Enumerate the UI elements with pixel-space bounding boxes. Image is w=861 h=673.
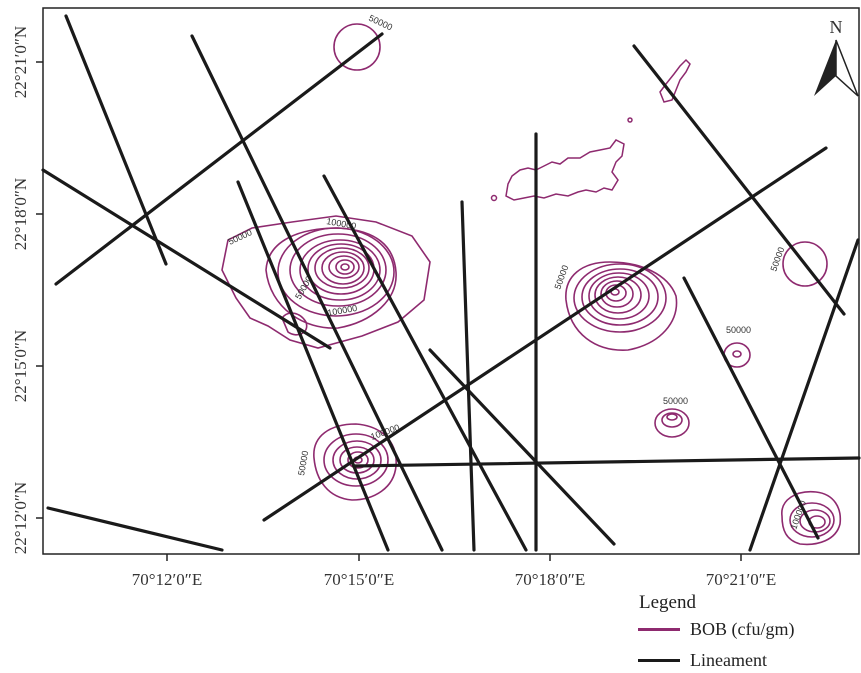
lineament <box>428 348 616 546</box>
x-tick-label: 70°12′0″E <box>132 570 202 589</box>
contour-ring <box>581 268 659 326</box>
contour-ring <box>221 215 431 349</box>
lineament <box>748 238 860 552</box>
contour-ring <box>781 491 842 546</box>
contour-ring <box>323 433 389 487</box>
x-axis <box>166 554 742 561</box>
y-axis-labels: 22°21′0″N 22°18′0″N 22°15′0″N 22°12′0″N <box>11 26 30 554</box>
contour-label: 50000 <box>296 450 310 476</box>
contour-ring <box>281 312 308 336</box>
lineament <box>682 276 820 540</box>
contour-ring <box>299 239 381 301</box>
map-frame <box>42 7 860 555</box>
contour-ring <box>289 233 387 307</box>
y-tick-label: 22°12′0″N <box>11 482 30 554</box>
lineament <box>236 180 390 552</box>
lineament <box>352 456 861 468</box>
legend-swatch-lineament <box>638 658 680 662</box>
lineament <box>46 506 224 552</box>
coastline <box>490 58 691 202</box>
north-arrow-icon <box>814 40 836 96</box>
lineament <box>460 200 476 552</box>
lineament <box>322 174 528 552</box>
lineament <box>262 146 828 522</box>
contour-ring <box>335 259 355 275</box>
legend-swatch-bob <box>638 627 680 631</box>
legend-item-lineament: Lineament <box>638 648 767 672</box>
y-tick-label: 22°21′0″N <box>11 26 30 98</box>
contour-ring <box>277 227 395 317</box>
contour-label: 50000 <box>726 325 751 335</box>
x-tick-label: 70°15′0″E <box>324 570 394 589</box>
lineament <box>41 168 332 350</box>
x-tick-label: 70°18′0″E <box>515 570 585 589</box>
contour-ring <box>321 251 365 285</box>
contour-ring <box>594 276 642 314</box>
island-outline <box>490 194 498 202</box>
contour-ring <box>588 272 650 320</box>
y-tick-label: 22°15′0″N <box>11 330 30 402</box>
contour-ring <box>782 241 828 287</box>
contour-ring <box>666 413 678 421</box>
lineaments <box>41 14 861 552</box>
island-outline <box>659 58 691 103</box>
legend-label: BOB (cfu/gm) <box>690 618 795 639</box>
lineament <box>632 44 846 316</box>
bob-contours <box>221 23 842 546</box>
y-tick-label: 22°18′0″N <box>11 178 30 250</box>
north-arrow-icon <box>835 39 859 97</box>
island-outline <box>505 139 625 201</box>
contour-ring <box>789 502 835 538</box>
contour-ring <box>573 263 667 333</box>
contour-ring <box>265 227 397 329</box>
contour-ring <box>732 350 742 358</box>
contour-ring <box>340 263 350 271</box>
contour-ring <box>565 261 678 351</box>
contour-label: 50000 <box>663 396 688 406</box>
north-label: N <box>830 17 843 37</box>
y-axis <box>36 61 43 519</box>
contour-ring <box>347 451 369 469</box>
x-tick-label: 70°21′0″E <box>706 570 776 589</box>
lineament <box>64 14 168 266</box>
legend-title: Legend <box>639 592 696 613</box>
contour-ring <box>328 255 360 279</box>
legend-item-bob: BOB (cfu/gm) <box>638 617 794 641</box>
contour-ring <box>654 408 690 438</box>
contour-ring <box>332 440 382 480</box>
contour-ring <box>333 23 381 71</box>
north-arrow: N <box>814 17 859 97</box>
lineament <box>54 32 384 286</box>
contour-ring <box>600 280 634 308</box>
contour-ring <box>314 247 370 289</box>
x-axis-labels: 70°12′0″E 70°15′0″E 70°18′0″E 70°21′0″E <box>132 570 776 589</box>
island-outline <box>627 117 633 123</box>
contour-ring <box>661 412 683 428</box>
legend-label: Lineament <box>690 649 767 670</box>
